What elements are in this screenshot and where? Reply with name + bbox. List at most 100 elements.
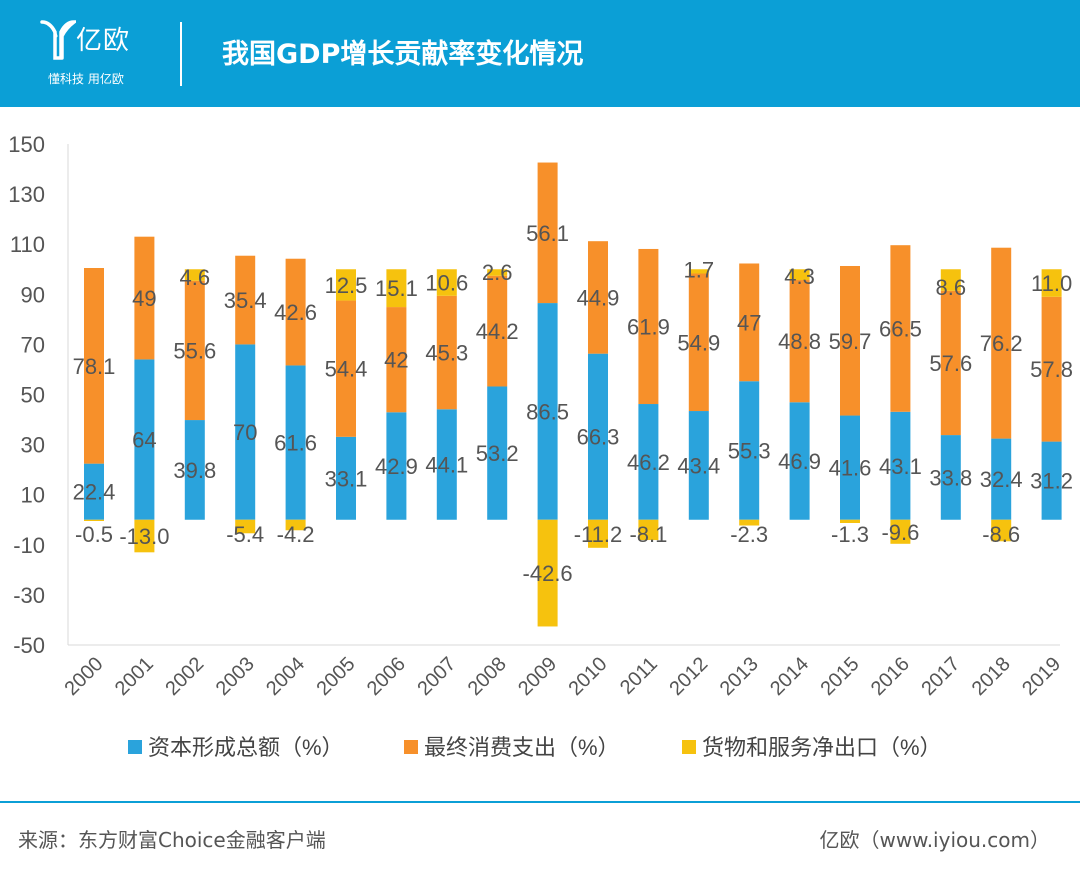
net-export-value-label: 11.0 xyxy=(1031,271,1072,296)
y-tick-label: 30 xyxy=(21,433,45,458)
net-export-value-label: 1.7 xyxy=(684,258,715,283)
bar-capital-formation xyxy=(537,303,558,520)
net-export-value-label: 12.5 xyxy=(325,273,368,298)
bar-capital-formation xyxy=(890,411,911,520)
y-tick-label: 130 xyxy=(8,182,45,207)
bar-final-consumption xyxy=(890,245,911,412)
bar-net-exports xyxy=(940,269,961,291)
bar-final-consumption xyxy=(487,275,508,387)
x-tick-label: 2017 xyxy=(917,653,964,700)
bar-final-consumption xyxy=(588,241,608,354)
bar-net-exports xyxy=(890,519,911,544)
bar-final-consumption xyxy=(940,290,961,436)
bar-net-exports xyxy=(537,519,558,627)
bar-final-consumption xyxy=(688,273,709,412)
net-export-value-label: -0.5 xyxy=(75,522,113,547)
bar-net-exports xyxy=(1041,269,1062,297)
y-tick-label: 70 xyxy=(21,332,45,357)
x-axis: 2000 2001 2002 2003 2004 2005 2006 2007 2008 2009… xyxy=(61,653,1066,700)
legend-label: 最终消费支出（%） xyxy=(424,735,620,760)
bar-net-exports xyxy=(285,519,306,531)
consumption-value-label: 54.9 xyxy=(677,330,720,355)
y-tick-label: -10 xyxy=(13,533,45,558)
bar-final-consumption xyxy=(789,280,810,403)
bar-final-consumption xyxy=(436,295,457,410)
capital-value-label: 53.2 xyxy=(476,441,519,466)
consumption-value-label: 44.2 xyxy=(476,319,519,344)
logo-mark-icon xyxy=(40,20,76,60)
legend: 资本形成总额（%） 最终消费支出（%） 货物和服务净出口（%） xyxy=(128,735,942,760)
bar-net-exports xyxy=(688,269,709,274)
y-axis: 150 130 110 90 70 50 30 10 -10 -30 -50 xyxy=(8,132,1060,658)
header-divider xyxy=(180,22,182,86)
x-tick-label: 2012 xyxy=(665,653,712,700)
bar-net-exports xyxy=(991,519,1012,542)
capital-value-label: 55.3 xyxy=(728,438,771,463)
net-export-value-label: 4.3 xyxy=(784,264,815,289)
bar-capital-formation xyxy=(1041,441,1062,520)
net-export-value-label: 2.6 xyxy=(482,260,513,285)
bars-layer xyxy=(84,162,1062,627)
bar-net-exports xyxy=(134,519,155,553)
bar-final-consumption xyxy=(739,263,760,382)
x-tick-label: 2008 xyxy=(464,653,511,700)
consumption-value-label: 44.9 xyxy=(577,285,620,310)
net-export-value-label: -4.2 xyxy=(277,522,315,547)
bar-net-exports xyxy=(386,269,407,308)
bar-capital-formation xyxy=(688,411,709,520)
bar-final-consumption xyxy=(134,236,155,360)
bar-capital-formation xyxy=(84,463,104,520)
y-tick-label: 110 xyxy=(10,232,45,257)
x-tick-label: 2001 xyxy=(111,653,158,700)
legend-swatch xyxy=(682,740,696,754)
net-export-value-label: -11.2 xyxy=(574,522,623,547)
legend-swatch xyxy=(404,740,418,754)
consumption-value-label: 56.1 xyxy=(526,221,569,246)
bar-final-consumption xyxy=(336,300,356,437)
header-banner: 亿欧 懂科技 用亿欧 我国GDP增长贡献率变化情况 xyxy=(0,0,1080,107)
consumption-value-label: 76.2 xyxy=(980,331,1023,356)
page-title: 我国GDP增长贡献率变化情况 xyxy=(222,39,584,70)
consumption-value-label: 48.8 xyxy=(778,329,821,354)
bar-capital-formation xyxy=(991,438,1012,520)
y-tick-label: -50 xyxy=(13,633,45,658)
x-tick-label: 2009 xyxy=(514,653,561,700)
capital-value-label: 43.4 xyxy=(677,453,720,478)
brand-name: 亿欧 xyxy=(76,26,131,56)
x-tick-label: 2015 xyxy=(817,653,864,700)
net-export-value-label: -5.4 xyxy=(226,522,264,547)
footer-divider xyxy=(0,801,1080,803)
net-export-value-label: -8.6 xyxy=(982,522,1020,547)
consumption-value-label: 49 xyxy=(132,286,156,311)
stacked-bar-chart: 150 130 110 90 70 50 30 10 -10 -30 -50 22.4 78.1 -0.… xyxy=(8,132,1073,760)
net-export-value-label: 8.6 xyxy=(936,275,967,300)
capital-value-label: 39.8 xyxy=(173,458,216,483)
capital-value-label: 46.2 xyxy=(627,450,670,475)
consumption-value-label: 35.4 xyxy=(224,288,267,313)
y-tick-label: 90 xyxy=(21,282,45,307)
legend-label: 资本形成总额（%） xyxy=(148,735,344,760)
y-tick-label: 150 xyxy=(8,132,45,157)
bar-final-consumption xyxy=(991,247,1012,439)
bar-net-exports xyxy=(789,269,810,281)
consumption-value-label: 42 xyxy=(384,348,408,373)
bar-capital-formation xyxy=(336,436,356,520)
bar-net-exports xyxy=(84,519,104,522)
net-export-value-label: -8.1 xyxy=(629,522,667,547)
capital-value-label: 32.4 xyxy=(980,467,1023,492)
consumption-value-label: 78.1 xyxy=(73,354,116,379)
x-tick-label: 2005 xyxy=(313,653,360,700)
bar-capital-formation xyxy=(638,404,659,520)
consumption-value-label: 55.6 xyxy=(173,338,216,363)
net-export-value-label: -13.0 xyxy=(119,524,169,549)
bar-net-exports xyxy=(184,269,205,281)
x-tick-label: 2019 xyxy=(1018,653,1065,700)
x-tick-label: 2004 xyxy=(262,653,309,700)
y-tick-label: 10 xyxy=(21,483,45,508)
x-tick-label: 2002 xyxy=(161,653,208,700)
capital-value-label: 70 xyxy=(233,420,257,445)
x-tick-label: 2014 xyxy=(766,653,813,700)
brand-logo: 亿欧 懂科技 用亿欧 xyxy=(40,14,160,94)
bar-net-exports xyxy=(436,269,457,296)
capital-value-label: 41.6 xyxy=(829,456,872,481)
